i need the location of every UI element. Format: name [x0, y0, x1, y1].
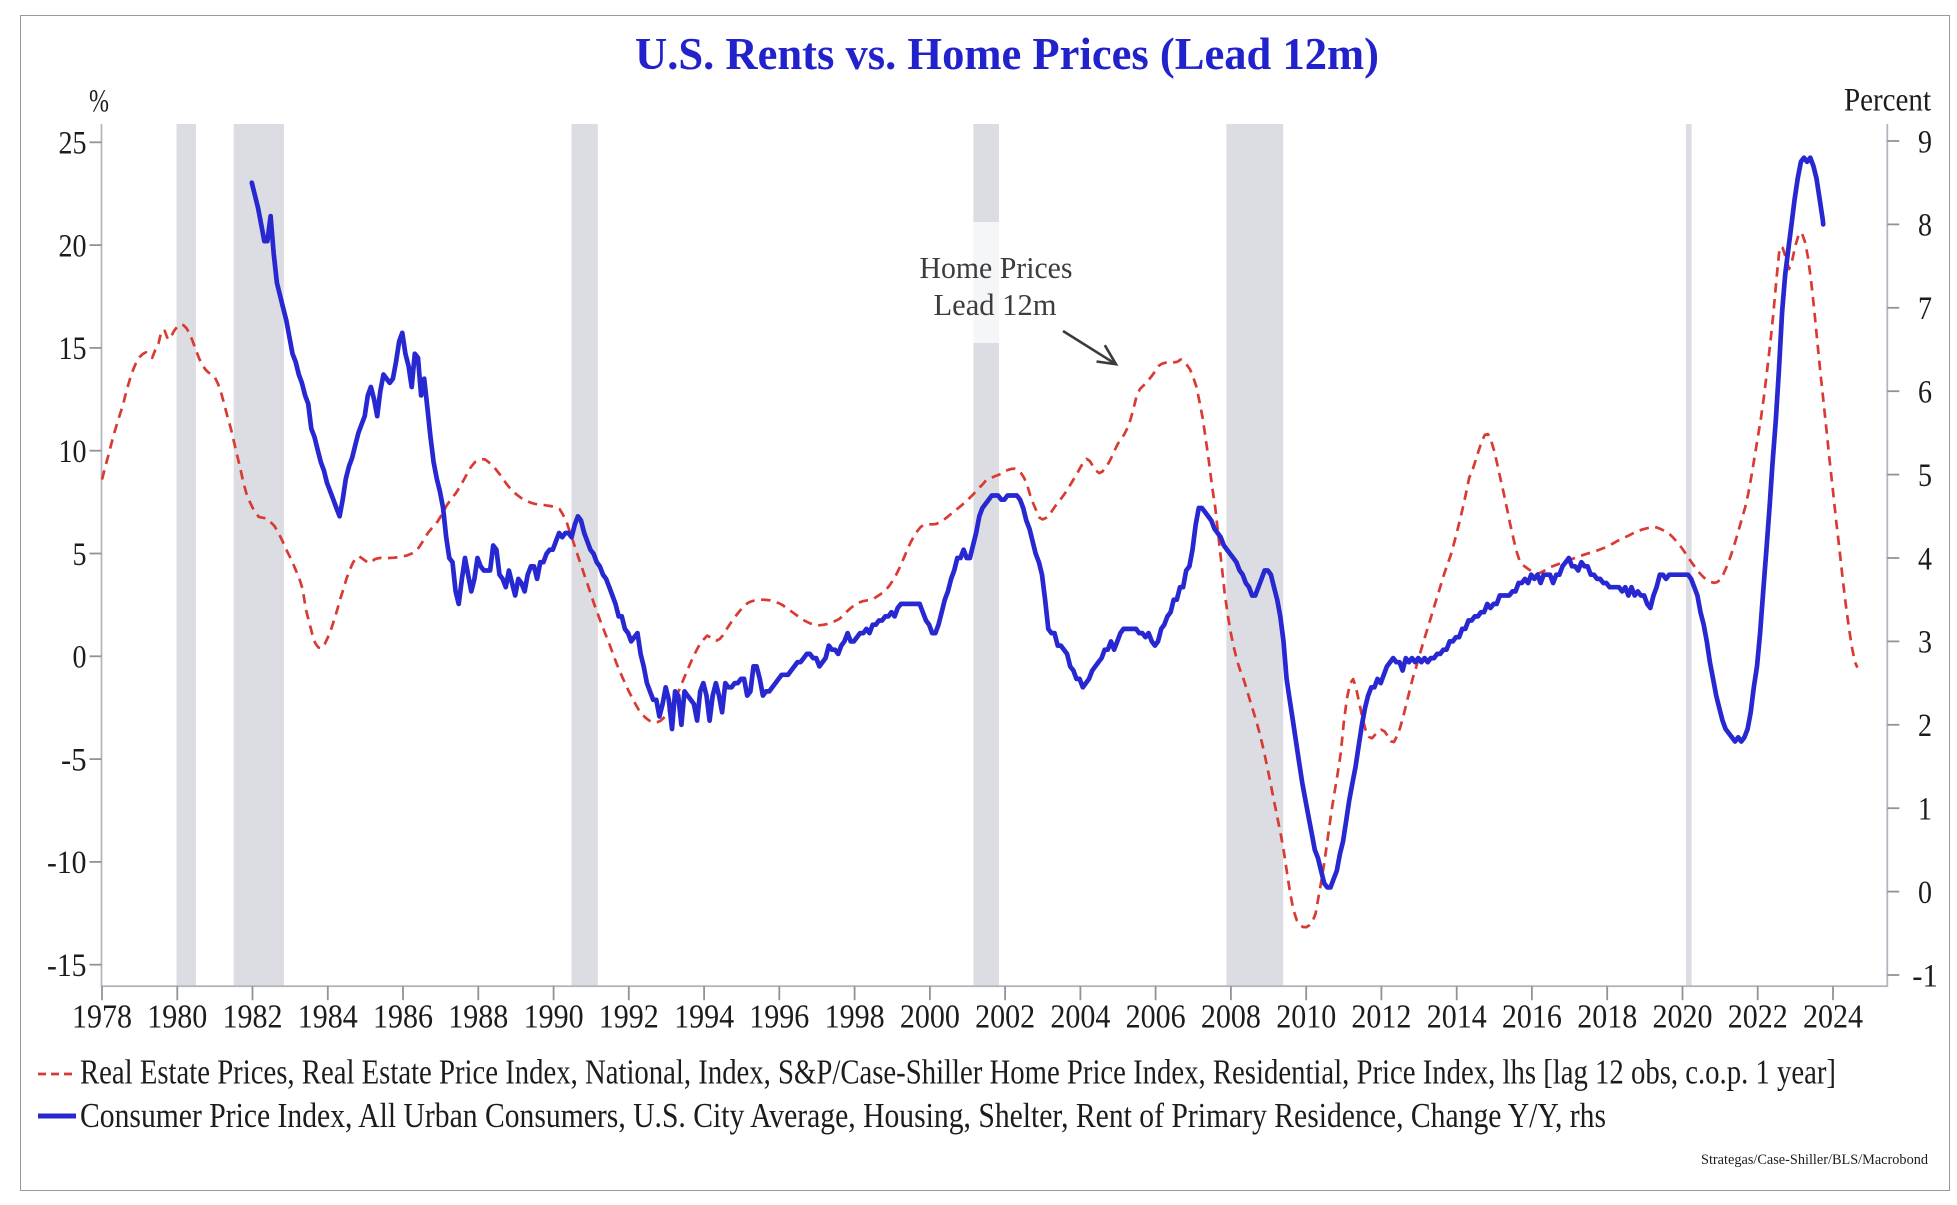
svg-text:2008: 2008 — [1201, 999, 1261, 1036]
svg-text:2002: 2002 — [975, 999, 1035, 1036]
svg-text:2000: 2000 — [900, 999, 960, 1036]
svg-text:2020: 2020 — [1653, 999, 1713, 1036]
svg-text:2: 2 — [1918, 708, 1932, 744]
svg-text:1978: 1978 — [72, 999, 132, 1036]
svg-text:Home Prices: Home Prices — [920, 250, 1073, 285]
svg-text:-10: -10 — [47, 845, 87, 881]
svg-text:10: 10 — [59, 434, 87, 470]
svg-text:Real Estate Prices, Real Estat: Real Estate Prices, Real Estate Price In… — [80, 1053, 1836, 1092]
svg-text:2012: 2012 — [1351, 999, 1411, 1036]
svg-text:Consumer Price Index, All Urba: Consumer Price Index, All Urban Consumer… — [80, 1096, 1606, 1135]
svg-text:1988: 1988 — [448, 999, 508, 1036]
svg-text:2024: 2024 — [1803, 999, 1863, 1036]
svg-text:1982: 1982 — [223, 999, 283, 1036]
svg-text:0: 0 — [1918, 875, 1932, 911]
svg-text:6: 6 — [1918, 375, 1932, 411]
svg-text:2006: 2006 — [1126, 999, 1186, 1036]
svg-text:1998: 1998 — [825, 999, 885, 1036]
svg-text:2022: 2022 — [1728, 999, 1788, 1036]
svg-text:-5: -5 — [61, 742, 87, 778]
svg-text:7: 7 — [1918, 291, 1932, 327]
svg-text:1994: 1994 — [674, 999, 734, 1036]
svg-text:1984: 1984 — [298, 999, 358, 1036]
svg-text:%: % — [89, 84, 109, 120]
svg-text:15: 15 — [59, 331, 87, 367]
svg-text:Percent: Percent — [1844, 83, 1931, 119]
svg-text:8: 8 — [1918, 208, 1932, 244]
svg-text:20: 20 — [59, 228, 87, 264]
svg-text:2016: 2016 — [1502, 999, 1562, 1036]
svg-text:1990: 1990 — [524, 999, 584, 1036]
svg-text:2010: 2010 — [1276, 999, 1336, 1036]
svg-text:25: 25 — [59, 126, 87, 162]
svg-text:1986: 1986 — [373, 999, 433, 1036]
svg-text:2004: 2004 — [1050, 999, 1110, 1036]
svg-text:1980: 1980 — [147, 999, 207, 1036]
svg-text:5: 5 — [1918, 458, 1932, 494]
svg-text:1996: 1996 — [749, 999, 809, 1036]
svg-text:Lead 12m: Lead 12m — [934, 287, 1057, 322]
svg-text:2014: 2014 — [1427, 999, 1487, 1036]
svg-text:9: 9 — [1918, 124, 1932, 160]
svg-text:U.S. Rents vs. Home Prices (Le: U.S. Rents vs. Home Prices (Lead 12m) — [635, 28, 1379, 79]
svg-text:3: 3 — [1918, 625, 1932, 661]
svg-text:1: 1 — [1918, 792, 1932, 828]
svg-text:2018: 2018 — [1577, 999, 1637, 1036]
svg-text:-15: -15 — [47, 948, 87, 984]
svg-text:0: 0 — [73, 640, 87, 676]
svg-text:5: 5 — [73, 537, 87, 573]
svg-text:1992: 1992 — [599, 999, 659, 1036]
svg-text:Strategas/Case-Shiller/BLS/Mac: Strategas/Case-Shiller/BLS/Macrobond — [1701, 1152, 1928, 1168]
svg-text:4: 4 — [1918, 541, 1932, 577]
svg-text:-1: -1 — [1912, 958, 1938, 994]
